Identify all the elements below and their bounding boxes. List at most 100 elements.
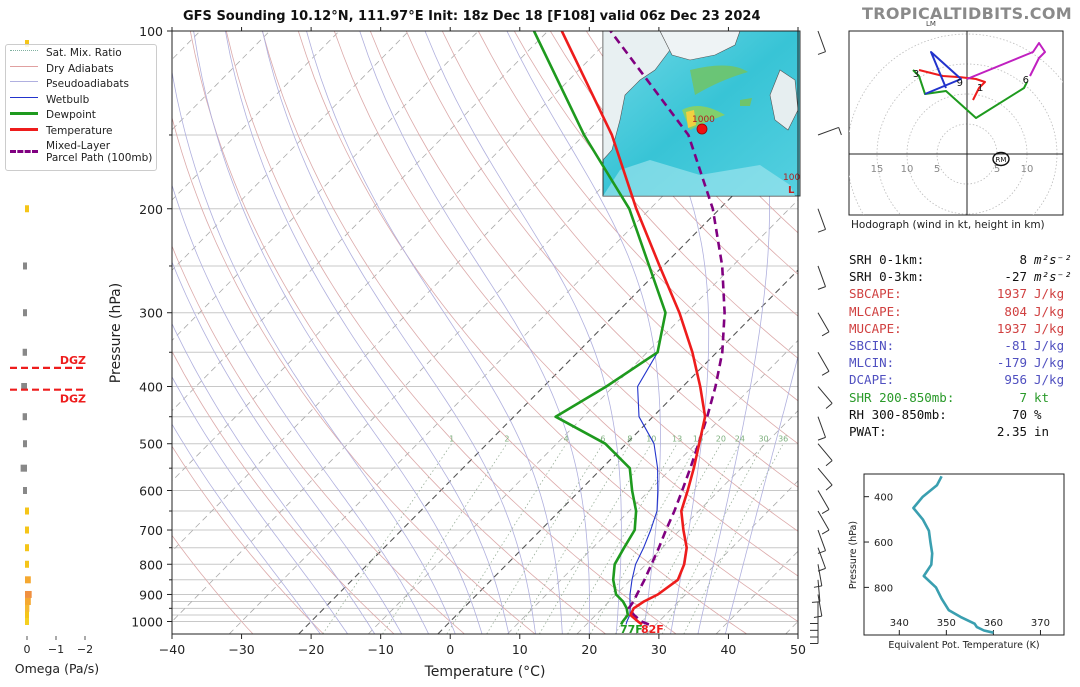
barb-shaft — [817, 579, 821, 602]
pseudoadiabat — [172, 260, 403, 634]
barb-flag — [825, 484, 833, 491]
stat-value: 1937 — [996, 286, 1027, 302]
mixing-ratio-line — [539, 443, 652, 634]
mixing-ratio-label: 30 — [758, 435, 768, 444]
hodograph-height-label: 9 — [957, 78, 963, 89]
hodograph-height-label: 3 — [913, 69, 919, 80]
hodograph-caption: Hodograph (wind in kt, height in km) — [851, 219, 1045, 231]
theta-e-frame — [863, 473, 1065, 636]
theta-e-x-tick-label: 360 — [984, 618, 1003, 629]
stat-value: 1937 — [996, 320, 1027, 336]
stat-label: PWAT: — [849, 424, 887, 440]
sounding-indices: SRH 0-1km: 8 m²s⁻² SRH 0-3km: -27 m²s⁻² SBCAPE… — [849, 251, 1072, 440]
pseudoadiabat — [172, 423, 321, 634]
barb-flag — [817, 228, 826, 233]
isotherm-line — [172, 31, 549, 412]
stat-row: SBCAPE: 1937 J/kg — [849, 285, 1072, 302]
x-axis-label: Temperature (°C) — [424, 664, 546, 680]
barb-shaft — [817, 352, 830, 372]
stat-label: SRH 0-3km: — [849, 269, 925, 285]
pseudoadiabat — [193, 31, 483, 634]
legend-item: Dewpoint — [6, 109, 156, 125]
theta-e-x-tick-label: 340 — [890, 618, 909, 629]
map-sea-light — [603, 160, 795, 196]
dry-adiabat — [549, 31, 798, 317]
barb-flag — [817, 436, 826, 441]
y-tick-label: 800 — [139, 557, 163, 572]
map-precip-band — [690, 65, 748, 95]
ring-label: 5 — [934, 164, 940, 175]
legend-label: Wetbulb — [46, 93, 90, 106]
omega-bar — [25, 40, 29, 48]
mixing-ratio-line — [446, 443, 567, 634]
stat-value: 7 — [1019, 389, 1027, 405]
rm-marker — [992, 151, 1010, 167]
skewt-background: 1 2 4 6 8 10 13 16 20 24 30 36 — [172, 31, 798, 634]
mixing-ratio-label: 6 — [600, 435, 605, 444]
stat-value: -27 — [1004, 269, 1027, 285]
x-tick-label: 40 — [720, 642, 736, 657]
omega-bar — [20, 464, 27, 472]
wind-barb — [810, 614, 819, 638]
map-precip-heavy — [686, 110, 696, 128]
x-tick-label: −20 — [298, 642, 324, 657]
stat-unit: % — [1034, 406, 1042, 422]
mixing-ratio-label: 2 — [504, 435, 509, 444]
mixing-ratio-line — [567, 443, 678, 634]
omega-bar — [25, 560, 29, 568]
dry-adiabat — [513, 31, 798, 359]
stat-row: RH 300-850mb: 70% — [849, 406, 1072, 423]
hodograph-trace — [924, 51, 962, 95]
barb-shaft — [817, 490, 830, 510]
x-tick-label: 30 — [651, 642, 667, 657]
stat-row: SRH 0-1km: 8 m²s⁻² — [849, 251, 1072, 268]
barb-flag — [817, 286, 826, 290]
legend-label: Pseudoadiabats — [46, 78, 129, 90]
isotherm-line — [437, 269, 798, 634]
wind-barb — [817, 265, 826, 290]
map-pressure-label-2: 100 — [783, 173, 800, 183]
stat-unit: J/kg — [1034, 355, 1065, 371]
dry-adiabat — [261, 31, 747, 634]
y-tick-label: 1000 — [131, 614, 163, 629]
pseudoadiabat — [724, 354, 798, 634]
theta-e-y-label: Pressure (hPa) — [848, 521, 859, 589]
chart-legend: Sat. Mix. Ratio Dry Adiabats Pseudoadiabat… — [5, 44, 157, 171]
stat-unit: m²s⁻² — [1034, 269, 1072, 285]
sounding-title: GFS Sounding 10.12°N, 111.97°E Init: 18z… — [183, 9, 761, 24]
omega-bar — [25, 526, 29, 534]
wind-barb — [817, 443, 833, 467]
isotherm-line — [172, 31, 618, 482]
legend-label: Temperature — [46, 124, 113, 137]
stat-unit: J/kg — [1034, 286, 1065, 302]
pseudoadiabat — [172, 183, 429, 634]
barb-flag — [817, 550, 826, 554]
omega-bar — [23, 262, 27, 270]
wind-barb — [817, 490, 830, 514]
omega-bar — [25, 576, 31, 584]
map-precip-east — [740, 98, 752, 106]
omega-panel: DGZ DGZ 0 −1 −2 Omega (Pa/s) — [10, 40, 99, 676]
ring-label: 10 — [1021, 164, 1034, 175]
stat-value: -179 — [996, 355, 1027, 371]
barb-flag — [825, 402, 833, 409]
pseudoadiabat — [506, 31, 661, 634]
wind-barb — [810, 608, 819, 631]
mixing-ratio-label: 13 — [672, 435, 682, 444]
stat-value: 956 — [1004, 372, 1027, 388]
stat-label: MLCAPE: — [849, 303, 902, 319]
legend-item: Wetbulb — [6, 94, 156, 110]
omega-bar — [25, 604, 30, 612]
hodograph-trace — [966, 42, 1046, 80]
hodograph-content: 15 10 5 5 10 1 3 6 9 RM — [849, 31, 1063, 215]
y-tick-label: 500 — [139, 437, 163, 452]
x-tick-label: 50 — [790, 642, 806, 657]
wind-barb — [817, 467, 833, 491]
omega-axis-label: Omega (Pa/s) — [15, 661, 99, 676]
y-tick-label: 200 — [139, 202, 163, 217]
legend-swatch — [10, 50, 38, 59]
hodograph-trace — [918, 69, 986, 101]
legend-swatch — [10, 81, 38, 90]
omega-tick-label: 0 — [24, 643, 31, 656]
stat-label: RH 300-850mb: — [849, 406, 947, 422]
